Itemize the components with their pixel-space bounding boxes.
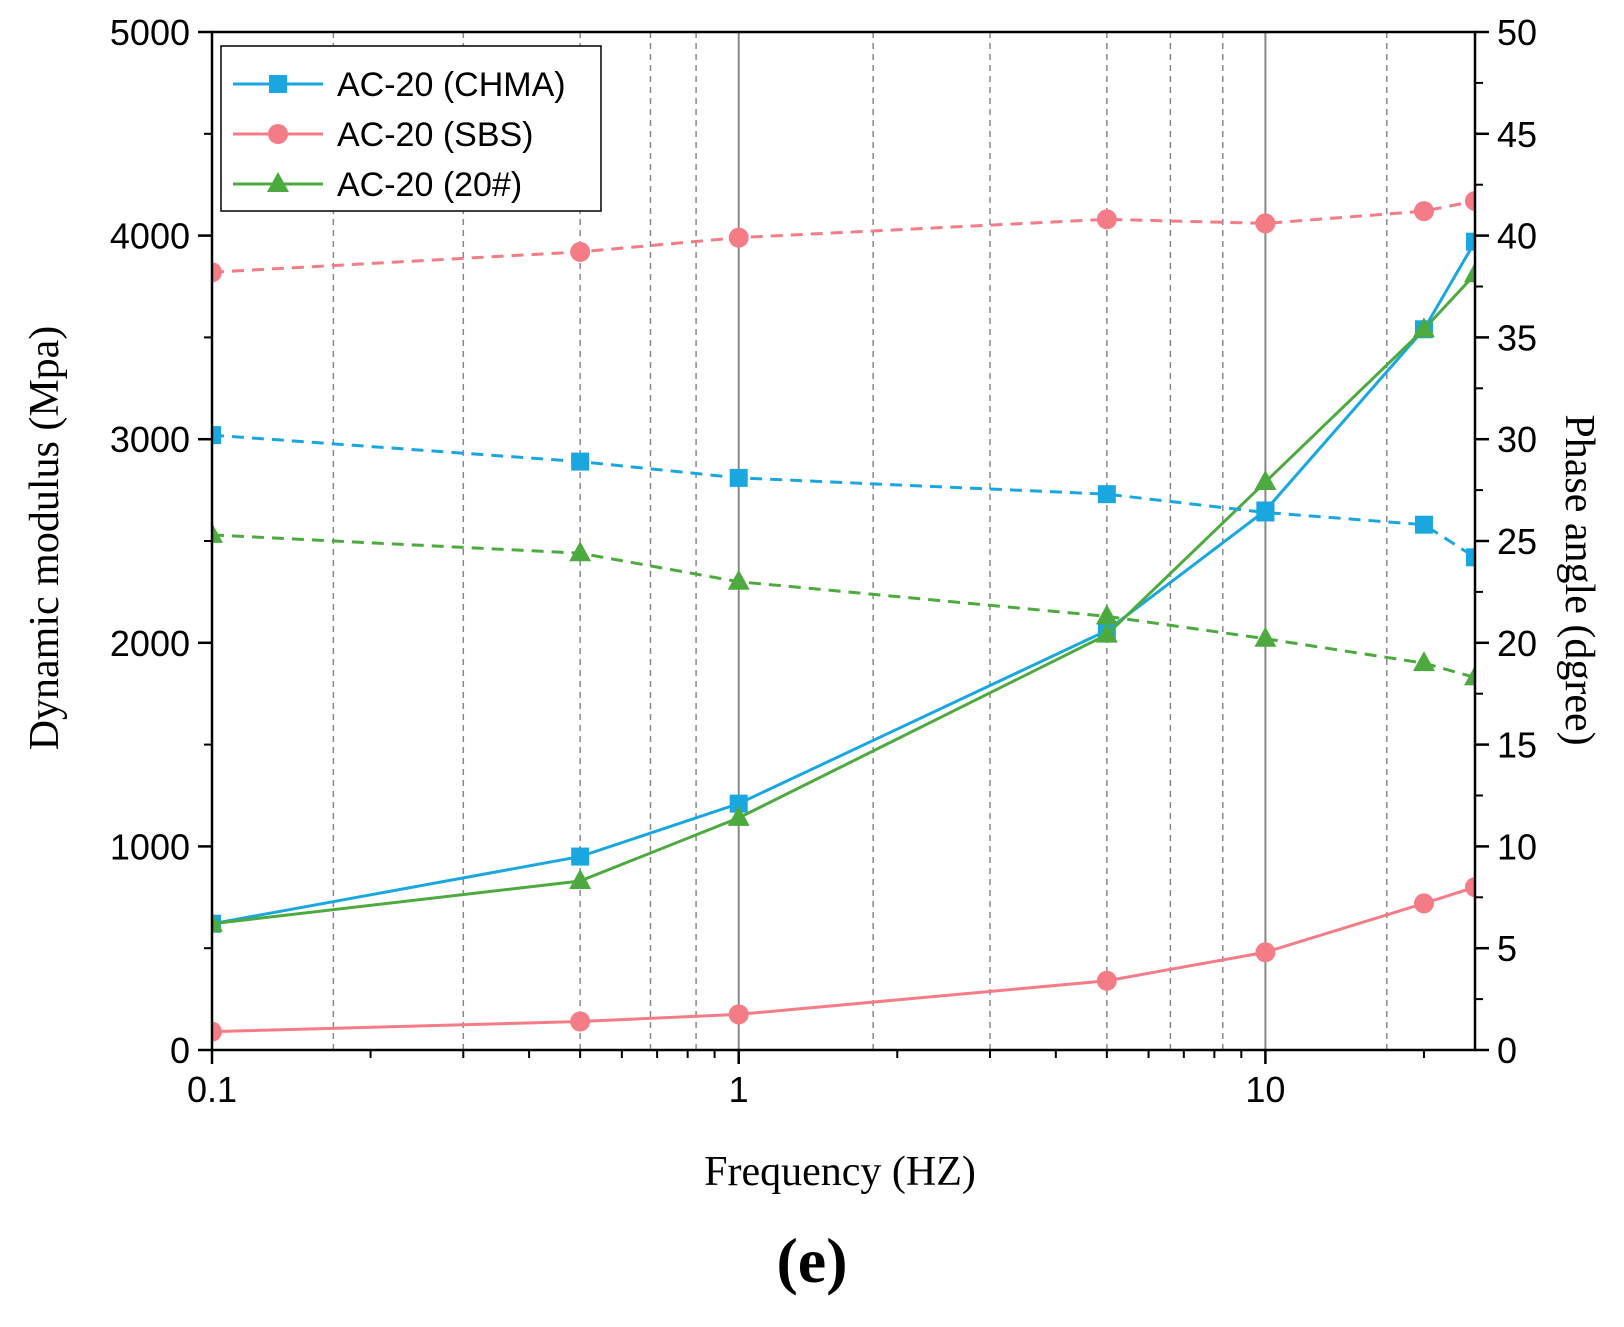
data-point [1465,877,1475,898]
y-tick-label: 0 [170,1030,190,1071]
series-line [212,273,1475,926]
data-point [1466,232,1475,251]
axis-ticks: 0.1 1 10 0 1000 2000 3000 4000 5000 0 5 10 15 20 25 30 3… [110,12,1537,1110]
data-point [569,869,592,890]
legend-marker [269,75,287,93]
data-point [570,1011,591,1032]
data-point [570,241,591,262]
data-point [1466,548,1475,567]
y2-tick-label: 50 [1497,12,1537,53]
y-axis-title: Dynamic modulus (Mpa) [22,326,68,751]
data-point [1255,213,1276,234]
data-point [212,522,223,543]
y2-tick-label: 20 [1497,623,1537,664]
data-point [569,541,592,562]
data-point [1413,893,1434,914]
series-0 [212,232,1475,933]
y2-tick-label: 30 [1497,419,1537,460]
y2-tick-label: 0 [1497,1030,1517,1071]
series-2 [212,262,1475,932]
y2-tick-label: 45 [1497,114,1537,155]
series-4 [212,190,1475,283]
series-line [212,433,1475,559]
data-point [212,262,222,283]
y-tick-label: 3000 [110,419,190,460]
y2-tick-label: 40 [1497,216,1537,257]
data-point [212,911,223,932]
y-tick-label: 2000 [110,623,190,664]
series-1 [212,877,1475,1042]
data-point [1097,485,1116,504]
legend-marker [268,124,288,144]
legend: AC-20 (CHMA) AC-20 (SBS) AC-20 (20#) [220,45,602,212]
data-point [728,227,749,248]
data-point [729,794,748,813]
data-point [1255,942,1276,963]
y2-tick-label: 25 [1497,521,1537,562]
data-point [212,1021,222,1042]
data-point [728,1004,749,1025]
data-point [571,847,590,866]
data-point [1412,317,1435,338]
series-5 [212,522,1475,686]
x-tick-label: 0.1 [187,1069,237,1110]
data-point [1464,262,1475,283]
data-point [1413,201,1434,222]
series-3 [212,426,1475,567]
data-point [1465,190,1475,211]
x-tick-label: 10 [1245,1069,1285,1110]
data-point [212,426,221,445]
data-point [1254,469,1277,490]
legend-label: AC-20 (SBS) [337,116,534,154]
series-line [212,885,1475,1034]
panel-label: (e) [776,1225,847,1296]
data-point [1412,651,1435,672]
data-point [1464,665,1475,686]
data-point [1254,626,1277,647]
y2-tick-label: 35 [1497,317,1537,358]
data-point [1096,970,1117,991]
y-tick-label: 1000 [110,826,190,867]
legend-marker [267,172,289,192]
y2-axis-title: Phase angle (dgree) [1556,414,1602,745]
series-line [212,240,1475,926]
legend-label: AC-20 (CHMA) [337,66,566,104]
data-point [729,468,748,487]
series-line [212,533,1475,679]
y2-tick-label: 15 [1497,725,1537,766]
data-point [1096,209,1117,230]
y-tick-label: 5000 [110,12,190,53]
data-point [727,569,750,590]
x-axis-title: Frequency (HZ) [704,1149,976,1195]
data-point [1095,604,1118,625]
legend-label: AC-20 (20#) [337,166,522,204]
y2-tick-label: 10 [1497,826,1537,867]
data-point [727,805,750,826]
x-tick-label: 1 [729,1069,749,1110]
data-point [1414,515,1433,534]
data-point [571,452,590,471]
y2-tick-label: 5 [1497,928,1517,969]
y-tick-label: 4000 [110,216,190,257]
series-layer [212,190,1475,1042]
data-point [1256,503,1275,522]
data-point [1095,622,1118,643]
